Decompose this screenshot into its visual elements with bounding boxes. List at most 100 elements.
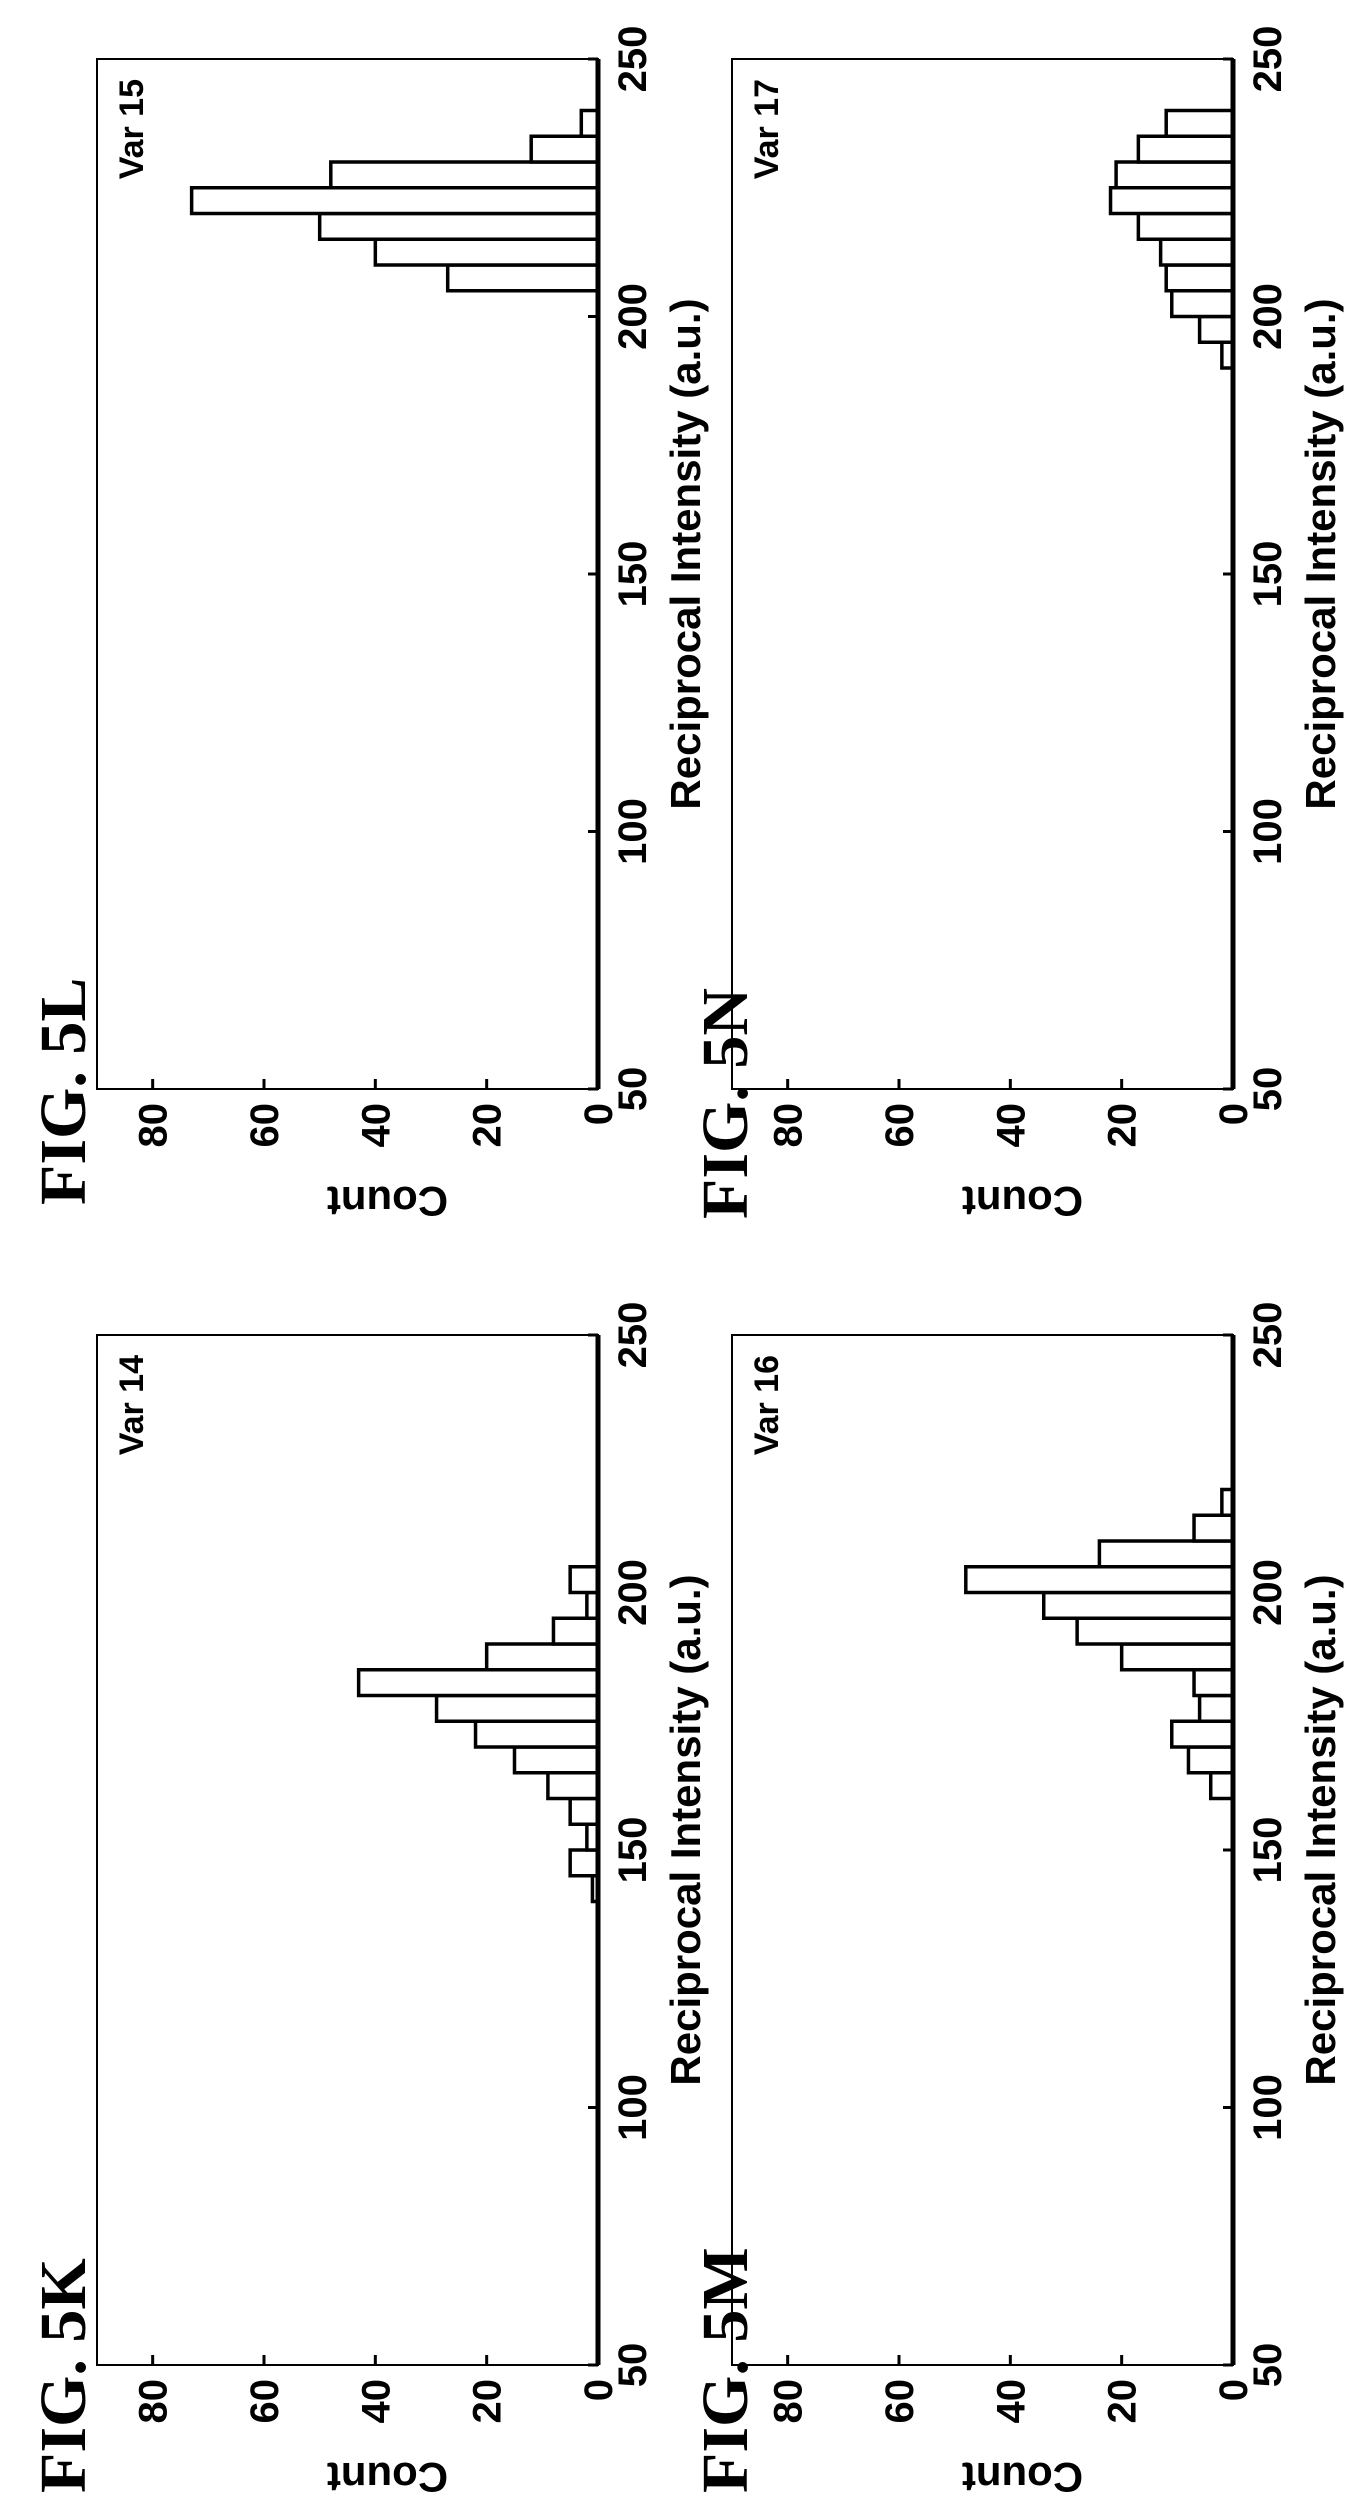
histogram-bar: [317, 211, 600, 241]
histogram-panel-5m: 50 100 150 200 250 0 20 40 60 80 Reciprocal Intens…: [720, 1283, 1360, 2505]
y-tick-label: 40: [354, 2379, 398, 2424]
x-axis-label: Reciprocal Intensity (a.u.): [662, 298, 709, 809]
histogram-bar: [546, 1771, 600, 1801]
histogram-bar: [356, 1668, 600, 1698]
x-tick-label: 50: [611, 1067, 655, 1112]
histogram-panel-5k: 50 100 150 200 250 0 20 40 60 80 Reciprocal Intens…: [85, 1283, 725, 2505]
histogram-bar: [1164, 263, 1235, 293]
x-tick-label: 250: [611, 26, 655, 93]
y-tick-label: 20: [1101, 1103, 1145, 1148]
x-tick-label: 100: [1246, 2074, 1290, 2141]
histogram-bar: [551, 1616, 600, 1646]
y-tick-label: 80: [132, 1103, 176, 1148]
histogram-bar: [329, 160, 600, 190]
x-tick-label: 200: [1246, 1559, 1290, 1626]
histogram-bar: [1136, 211, 1235, 241]
x-tick-label: 250: [1246, 1302, 1290, 1369]
histogram-bar: [189, 186, 600, 216]
histogram-bar: [1170, 1719, 1235, 1749]
x-tick-label: 150: [1246, 541, 1290, 608]
histogram-chart: 50 100 150 200 250 0 20 40 60 80 Reciprocal Intens…: [96, 1302, 709, 2501]
histogram-bar: [445, 263, 600, 293]
histogram-bar: [568, 1848, 600, 1878]
histogram-bar: [512, 1745, 600, 1775]
y-tick-label: 0: [577, 2379, 621, 2401]
plot-frame: [96, 1334, 599, 2366]
histogram-chart: 50 100 150 200 250 0 20 40 60 80 Reciprocal Intens…: [731, 26, 1344, 1225]
y-tick-label: 80: [767, 1103, 811, 1148]
histogram-bar: [1208, 1771, 1235, 1801]
y-tick-label: 80: [132, 2379, 176, 2424]
histogram-bar: [1186, 1745, 1235, 1775]
y-tick-label: 40: [989, 1103, 1033, 1148]
x-tick-label: 50: [1246, 1067, 1290, 1112]
y-tick-label: 0: [577, 1103, 621, 1125]
histogram-bar: [1158, 237, 1235, 267]
histogram-bar: [568, 1565, 600, 1595]
x-tick-label: 100: [1246, 798, 1290, 865]
histogram-bar: [434, 1693, 600, 1723]
histogram-bar: [1197, 1693, 1235, 1723]
x-axis-label: Reciprocal Intensity (a.u.): [1297, 298, 1344, 809]
histogram-bar: [1114, 160, 1235, 190]
histogram-bar: [964, 1565, 1235, 1595]
histogram-bar: [1192, 1513, 1235, 1543]
panel-annotation: Var 17: [748, 79, 786, 179]
histogram-bar: [529, 134, 600, 164]
x-tick-label: 50: [611, 2343, 655, 2388]
histogram-bar: [1164, 108, 1235, 138]
y-tick-label: 20: [466, 1103, 510, 1148]
y-tick-label: 60: [878, 1103, 922, 1148]
panel-annotation: Var 15: [113, 79, 151, 179]
y-axis-label: Count: [327, 1178, 448, 1225]
histogram-bar: [1170, 289, 1235, 319]
histogram-bar: [473, 1719, 600, 1749]
x-tick-label: 250: [611, 1302, 655, 1369]
panel-annotation: Var 14: [113, 1355, 151, 1455]
histogram-bar: [1075, 1616, 1235, 1646]
histogram-bar: [373, 237, 600, 267]
x-tick-label: 100: [611, 798, 655, 865]
plot-frame: [731, 1334, 1234, 2366]
x-tick-label: 100: [611, 2074, 655, 2141]
y-tick-label: 0: [1212, 2379, 1256, 2401]
x-tick-label: 150: [1246, 1817, 1290, 1884]
y-tick-label: 60: [878, 2379, 922, 2424]
x-tick-label: 200: [611, 1559, 655, 1626]
y-tick-label: 0: [1212, 1103, 1256, 1125]
x-tick-label: 150: [611, 541, 655, 608]
panel-annotation: Var 16: [748, 1355, 786, 1455]
histogram-chart: 50 100 150 200 250 0 20 40 60 80 Reciprocal Intens…: [731, 1302, 1344, 2501]
y-tick-label: 20: [1101, 2379, 1145, 2424]
histogram-bar: [579, 108, 600, 138]
histogram-panel-5l: 50 100 150 200 250 0 20 40 60 80 Reciprocal Intens…: [85, 7, 725, 1229]
x-axis-label: Reciprocal Intensity (a.u.): [1297, 1574, 1344, 2085]
histogram-panel-5n: 50 100 150 200 250 0 20 40 60 80 Reciprocal Intens…: [720, 7, 1360, 1229]
y-tick-label: 40: [354, 1103, 398, 1148]
histogram-bar: [484, 1642, 600, 1672]
histogram-bar: [568, 1796, 600, 1826]
x-tick-label: 150: [611, 1817, 655, 1884]
histogram-bar: [1097, 1539, 1235, 1569]
x-axis-label: Reciprocal Intensity (a.u.): [662, 1574, 709, 2085]
y-tick-label: 80: [767, 2379, 811, 2424]
x-tick-label: 250: [1246, 26, 1290, 93]
histogram-bar: [1197, 314, 1235, 344]
y-tick-label: 40: [989, 2379, 1033, 2424]
histogram-chart: 50 100 150 200 250 0 20 40 60 80 Reciprocal Intens…: [96, 26, 709, 1225]
x-tick-label: 200: [611, 283, 655, 350]
x-tick-label: 50: [1246, 2343, 1290, 2388]
y-axis-label: Count: [962, 2454, 1083, 2501]
y-axis-label: Count: [962, 1178, 1083, 1225]
y-tick-label: 60: [243, 1103, 287, 1148]
y-axis-label: Count: [327, 2454, 448, 2501]
y-tick-label: 20: [466, 2379, 510, 2424]
histogram-bar: [1041, 1590, 1235, 1620]
x-tick-label: 200: [1246, 283, 1290, 350]
histogram-bar: [1108, 186, 1235, 216]
y-tick-label: 60: [243, 2379, 287, 2424]
histogram-bar: [1119, 1642, 1235, 1672]
histogram-bar: [1192, 1668, 1235, 1698]
histogram-bar: [1136, 134, 1235, 164]
